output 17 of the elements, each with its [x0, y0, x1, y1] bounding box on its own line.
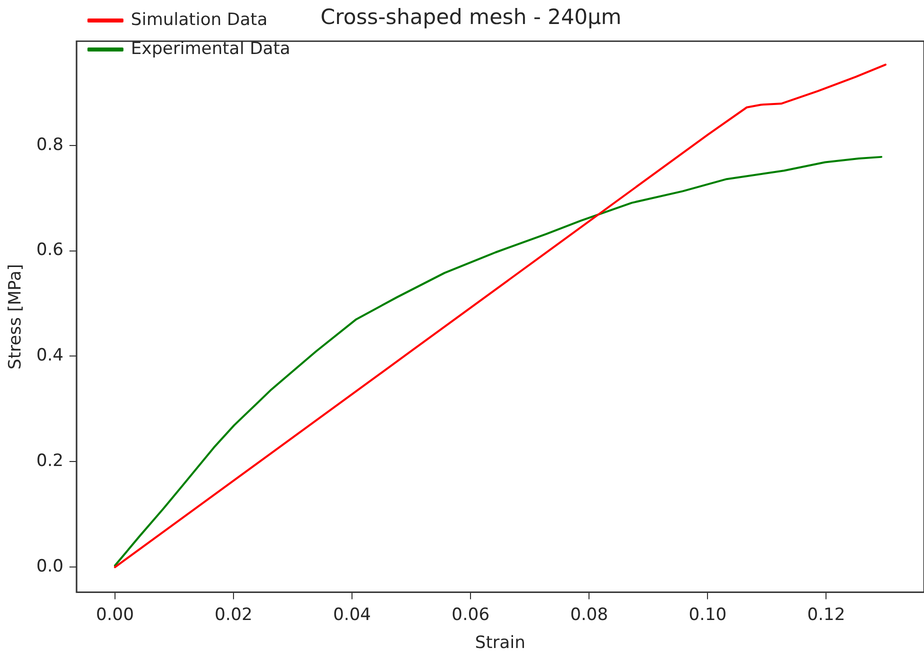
y-tick-label: 0.4	[36, 346, 64, 366]
chart-title: Cross-shaped mesh - 240μm	[320, 5, 622, 30]
x-tick-label: 0.00	[96, 604, 134, 625]
y-tick-label: 0.2	[36, 451, 64, 472]
legend-label: Experimental Data	[130, 38, 290, 59]
x-tick-label: 0.10	[688, 604, 727, 625]
x-tick-label: 0.06	[452, 604, 490, 625]
x-tick-label: 0.04	[333, 604, 371, 625]
y-axis-title: Stress [MPa]	[6, 264, 26, 370]
legend-label: Simulation Data	[130, 10, 268, 30]
y-tick-label: 0.0	[36, 556, 64, 577]
x-axis-title: Strain	[475, 633, 526, 654]
y-tick-label: 0.8	[36, 134, 64, 155]
x-tick-label: 0.02	[214, 604, 252, 625]
y-tick-label: 0.6	[36, 240, 64, 260]
x-tick-label: 0.12	[807, 604, 846, 625]
x-tick-label: 0.08	[570, 604, 608, 625]
